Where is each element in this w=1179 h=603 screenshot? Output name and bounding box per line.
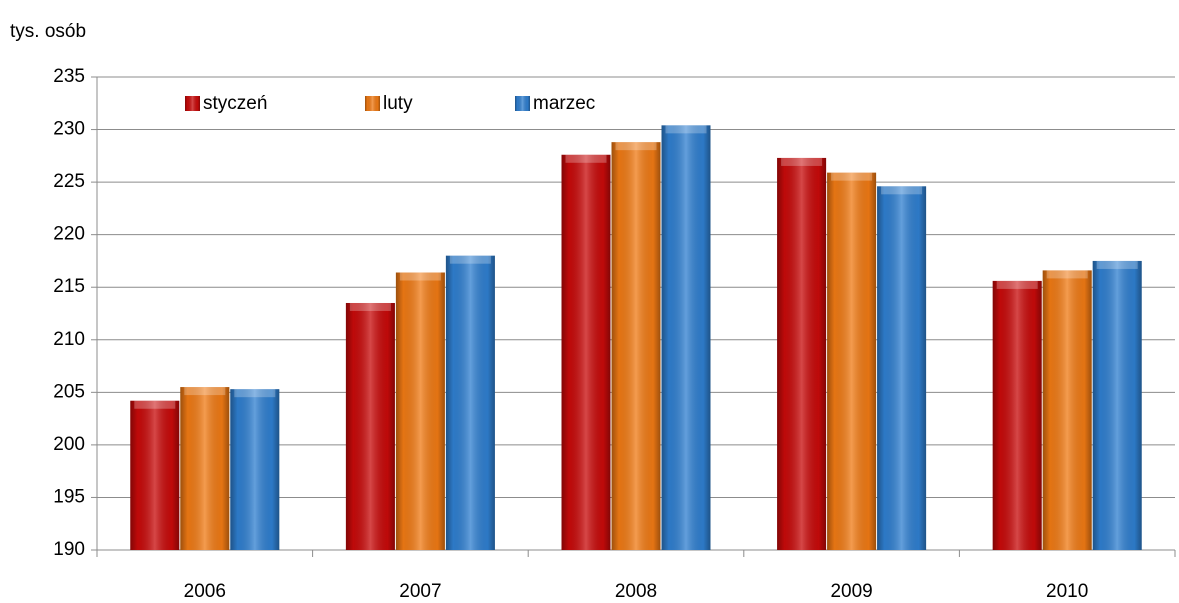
legend-swatch-shine [365, 96, 380, 111]
x-tick-label: 2008 [615, 581, 657, 602]
bar-shine [777, 157, 827, 551]
y-tick-label: 210 [53, 329, 85, 350]
bar-cap [399, 272, 441, 281]
bar-shine [445, 255, 495, 550]
bar-cap [449, 255, 491, 264]
legend-swatch-shine [185, 96, 200, 111]
y-tick-label: 235 [53, 66, 85, 87]
y-tick-label: 220 [53, 224, 85, 245]
y-tick-label: 195 [53, 486, 85, 507]
bar-cap [234, 389, 276, 398]
bar-shine [1042, 270, 1092, 550]
legend-label: luty [383, 93, 413, 114]
y-tick-label: 225 [53, 171, 85, 192]
bar-shine [561, 154, 611, 550]
bar-cap [184, 387, 226, 396]
bar-cap [615, 142, 657, 151]
bar-shine [180, 387, 230, 550]
y-tick-label: 230 [53, 119, 85, 140]
bar-cap [881, 186, 923, 195]
bar-cap [134, 400, 176, 409]
x-tick-label: 2010 [1046, 581, 1088, 602]
bar-cap [349, 302, 391, 311]
bar-shine [877, 186, 927, 550]
bar-cap [1096, 260, 1138, 269]
x-tick-label: 2009 [830, 581, 872, 602]
y-tick-label: 215 [53, 276, 85, 297]
bar-cap [565, 154, 607, 163]
bar-cap [781, 157, 823, 166]
bar-shine [395, 272, 445, 550]
legend-label: styczeń [203, 93, 267, 114]
bar-shine [345, 302, 395, 550]
y-tick-label: 200 [53, 434, 85, 455]
bar-shine [230, 389, 280, 550]
bar-cap [996, 280, 1038, 289]
x-tick-label: 2006 [184, 581, 226, 602]
legend-swatch-shine [515, 96, 530, 111]
bar-cap [665, 125, 707, 134]
bar-shine [661, 125, 711, 551]
bar-cap [831, 172, 873, 181]
y-axis-label: tys. osób [10, 21, 86, 42]
x-tick-label: 2007 [399, 581, 441, 602]
y-tick-label: 190 [53, 539, 85, 560]
bar-shine [130, 400, 180, 550]
bar-shine [611, 142, 661, 550]
y-tick-label: 205 [53, 381, 85, 402]
legend-label: marzec [533, 93, 595, 114]
bar-shine [827, 172, 877, 550]
bar-shine [1092, 260, 1142, 550]
bar-shine [992, 280, 1042, 550]
bar-cap [1046, 270, 1088, 279]
